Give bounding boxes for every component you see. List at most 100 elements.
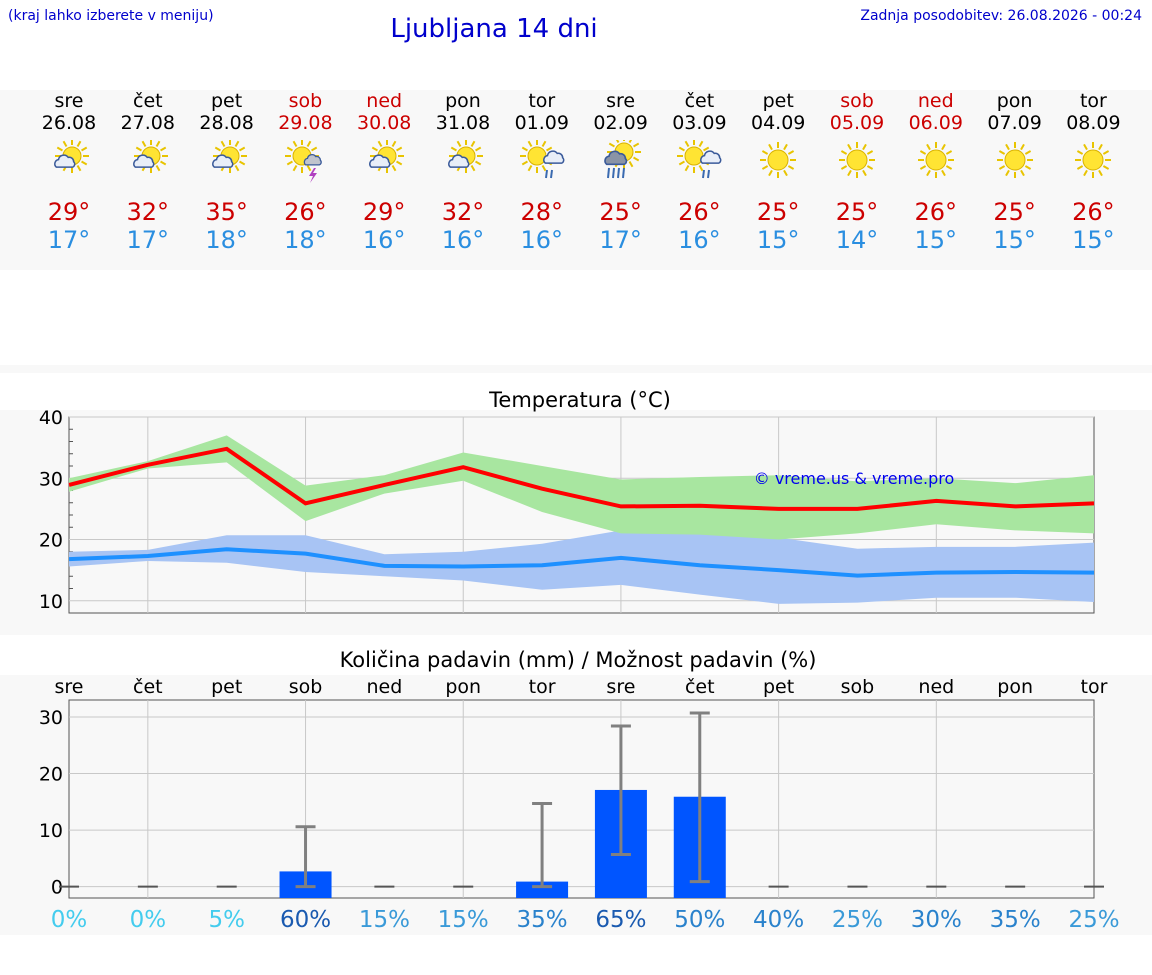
day-label: pet — [211, 676, 242, 698]
precipitation-probability: 35% — [517, 907, 568, 933]
max-temperature: 25° — [993, 198, 1036, 226]
day-date: 08.09 — [1066, 112, 1121, 134]
precipitation-probability: 65% — [595, 907, 646, 933]
day-date: 06.09 — [908, 112, 963, 134]
sun-icon — [990, 140, 1040, 184]
precipitation-probability: 60% — [280, 907, 331, 933]
min-temperature: 15° — [1072, 226, 1115, 254]
temperature-chart: Temperatura (°C) 10 20 30 40 © vreme.us & vre… — [0, 388, 1152, 635]
day-name: pon — [445, 90, 481, 112]
max-temperature: 29° — [362, 198, 406, 226]
sun-icon — [1068, 140, 1118, 184]
max-temperature: 25° — [756, 198, 800, 226]
max-temperature: 25° — [835, 198, 879, 226]
day-name: pet — [762, 90, 794, 112]
sun-cloud-rain-icon — [517, 139, 567, 184]
max-temperature: 25° — [599, 198, 642, 226]
min-temperature: 15° — [756, 226, 800, 254]
sun-cloud-rain-icon — [674, 139, 724, 184]
y-tick-label: 20 — [39, 764, 63, 786]
max-temperature: 28° — [520, 198, 564, 226]
day-date: 07.09 — [987, 112, 1042, 134]
day-label: pon — [445, 676, 481, 698]
precipitation-probability: 5% — [208, 907, 245, 933]
day-name: ned — [366, 90, 403, 112]
max-temperature: 32° — [441, 198, 485, 226]
location-hint: (kraj lahko izberete v meniju) — [8, 8, 214, 24]
sun-icon — [911, 140, 961, 184]
max-temperature-line — [68, 446, 1095, 511]
chart-title: Temperatura (°C) — [488, 388, 671, 412]
y-tick-label: 20 — [39, 530, 63, 552]
min-temperature: 18° — [205, 226, 248, 254]
day-date: 05.09 — [829, 112, 885, 134]
sun-cloud-icon — [359, 139, 409, 184]
y-tick-label: 10 — [39, 591, 63, 613]
day-date: 30.08 — [356, 112, 412, 134]
watermark: © vreme.us & vreme.pro — [754, 469, 955, 488]
day-label: sre — [55, 676, 84, 698]
day-date: 27.08 — [120, 112, 175, 134]
day-name: sob — [288, 90, 323, 112]
day-name: čet — [684, 90, 715, 112]
day-label: sob — [841, 676, 875, 698]
min-temperature: 17° — [47, 226, 91, 254]
day-name: ned — [917, 90, 954, 112]
day-name: tor — [528, 90, 556, 112]
day-label: ned — [366, 676, 402, 698]
day-label: čet — [133, 676, 163, 698]
min-temperature: 17° — [599, 226, 642, 254]
precipitation-probability: 30% — [911, 907, 962, 933]
max-temperature: 26° — [678, 198, 721, 226]
y-tick-label: 0 — [51, 877, 63, 899]
max-temperature: 26° — [1072, 198, 1115, 226]
min-temperature: 14° — [835, 226, 879, 254]
day-label: sre — [606, 676, 635, 698]
precipitation-probability: 0% — [51, 907, 88, 933]
precipitation-probability: 25% — [832, 907, 883, 933]
day-date: 31.08 — [435, 112, 491, 134]
plot-area — [68, 699, 1095, 899]
day-label: pon — [997, 676, 1033, 698]
min-temperature: 15° — [993, 226, 1036, 254]
y-tick-label: 30 — [39, 707, 63, 729]
day-name: pet — [210, 90, 243, 112]
precipitation-probability: 15% — [359, 907, 410, 933]
day-name: sre — [54, 90, 84, 112]
sun-cloud-icon — [438, 139, 488, 184]
day-date: 26.08 — [41, 112, 97, 134]
page-title: Ljubljana 14 dni — [390, 14, 598, 44]
last-updated: Zadnja posodobitev: 26.08.2026 - 00:24 — [860, 8, 1142, 24]
daily-forecast-strip: sre 26.08 29° 17° čet 27.08 32° 17° pet 28.08 35… — [0, 90, 1152, 270]
precipitation-probability: 35% — [990, 907, 1041, 933]
precipitation-probability: 50% — [674, 907, 725, 933]
min-temperature: 16° — [520, 226, 564, 254]
sun-dark-cloud-rain-icon — [596, 135, 646, 184]
precipitation-probability: 0% — [130, 907, 167, 933]
day-label: ned — [918, 676, 954, 698]
sun-thunder-icon — [280, 139, 330, 184]
max-temperature: 26° — [914, 198, 958, 226]
max-temperature: 29° — [47, 198, 91, 226]
max-temperature-range-band — [69, 435, 1094, 540]
precipitation-probability: 15% — [438, 907, 489, 933]
day-label: sob — [289, 676, 323, 698]
day-name: sob — [840, 90, 874, 112]
day-date: 28.08 — [199, 112, 254, 134]
min-temperature-range-band — [69, 530, 1094, 604]
day-name: sre — [606, 90, 636, 112]
min-temperature: 16° — [678, 226, 721, 254]
sun-icon — [832, 140, 882, 184]
y-tick-label: 30 — [39, 468, 63, 490]
day-label: tor — [1081, 676, 1108, 698]
day-date: 04.09 — [750, 112, 806, 134]
y-tick-label: 10 — [39, 820, 63, 842]
min-temperature: 18° — [284, 226, 327, 254]
sun-icon — [753, 140, 803, 184]
max-temperature: 26° — [284, 198, 327, 226]
max-temperature: 35° — [205, 198, 248, 226]
min-temperature-line — [68, 547, 1095, 578]
precipitation-bar — [516, 881, 569, 898]
y-tick-label: 40 — [39, 407, 63, 429]
day-name: pon — [996, 90, 1033, 112]
